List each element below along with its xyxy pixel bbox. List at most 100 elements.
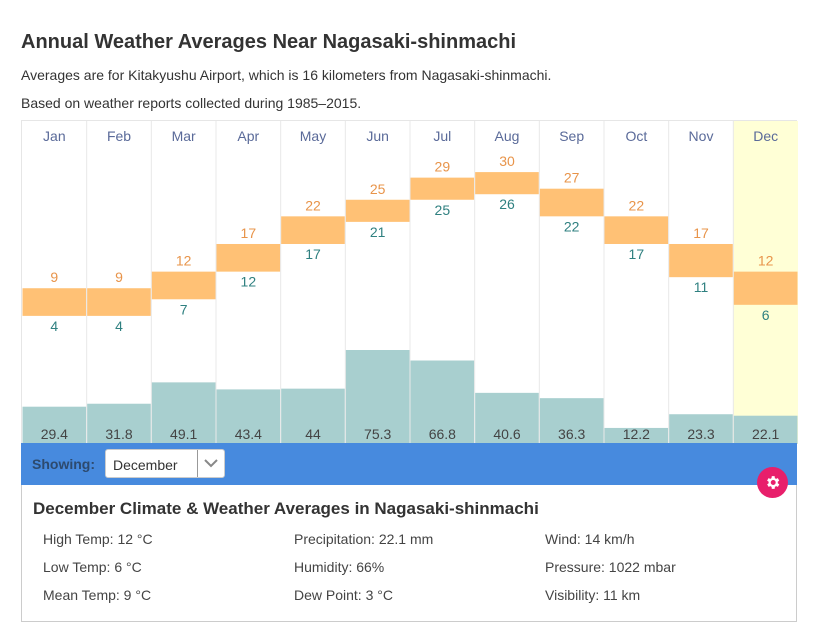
month-details-panel: December Climate & Weather Averages in N… xyxy=(21,485,797,622)
precipitation-label: 49.1 xyxy=(170,426,197,442)
temp-range-bar xyxy=(410,177,475,200)
chart-canvas: Jan 9 4 29.4 Feb 9 4 31.8 Mar 12 7 49.1 Apr 17 12 43.4 M… xyxy=(22,121,798,444)
high-temp-label: 17 xyxy=(241,225,257,241)
stat-pressure: Pressure: 1022 mbar xyxy=(545,559,676,575)
low-temp-label: 12 xyxy=(241,274,257,290)
low-temp-label: 17 xyxy=(629,246,645,262)
low-temp-label: 25 xyxy=(435,202,451,218)
precipitation-bar xyxy=(345,350,410,444)
temp-range-bar xyxy=(604,216,669,244)
precipitation-label: 29.4 xyxy=(41,426,68,442)
precipitation-bar xyxy=(475,392,539,444)
month-label: Aug xyxy=(495,128,520,144)
month-select[interactable]: December xyxy=(105,449,225,478)
precipitation-label: 12.2 xyxy=(623,426,650,442)
station-note: Averages are for Kitakyushu Airport, whi… xyxy=(21,67,552,83)
month-label: Jul xyxy=(433,128,451,144)
low-temp-label: 4 xyxy=(50,318,58,334)
high-temp-label: 17 xyxy=(693,225,709,241)
month-label: Jun xyxy=(366,128,389,144)
precipitation-bar xyxy=(733,415,798,444)
month-label: May xyxy=(300,128,326,144)
precipitation-label: 44 xyxy=(305,426,321,442)
precipitation-label: 31.8 xyxy=(105,426,132,442)
details-heading: December Climate & Weather Averages in N… xyxy=(33,499,539,518)
precipitation-bar xyxy=(216,389,281,444)
high-temp-label: 12 xyxy=(176,253,192,269)
month-selector-bar: Showing: December xyxy=(21,443,797,485)
precipitation-bar xyxy=(539,398,604,444)
data-period-note: Based on weather reports collected durin… xyxy=(21,95,362,111)
high-temp-label: 22 xyxy=(305,197,321,213)
month-label: Oct xyxy=(625,128,647,144)
precipitation-bar xyxy=(22,406,87,444)
precipitation-label: 40.6 xyxy=(493,426,520,442)
precipitation-bar xyxy=(410,360,475,444)
temp-range-bar xyxy=(669,243,733,278)
temp-range-bar xyxy=(151,271,216,300)
settings-button[interactable] xyxy=(757,467,788,498)
stat-dew-point: Dew Point: 3 °C xyxy=(294,587,393,603)
month-column-feb[interactable] xyxy=(86,121,152,444)
month-label: Apr xyxy=(237,128,259,144)
high-temp-label: 29 xyxy=(435,159,451,175)
temp-range-bar xyxy=(281,216,345,244)
month-label: Sep xyxy=(559,128,584,144)
precipitation-bar xyxy=(281,388,345,444)
temp-range-bar xyxy=(733,271,798,305)
high-temp-label: 12 xyxy=(758,253,774,269)
temp-range-bar xyxy=(87,288,151,316)
low-temp-label: 11 xyxy=(694,279,709,295)
low-temp-label: 6 xyxy=(762,307,770,323)
low-temp-label: 21 xyxy=(370,224,386,240)
low-temp-label: 22 xyxy=(564,218,580,234)
high-temp-label: 27 xyxy=(564,170,580,186)
precipitation-label: 23.3 xyxy=(687,426,714,442)
stat-humidity: Humidity: 66% xyxy=(294,559,385,575)
low-temp-label: 17 xyxy=(305,246,321,262)
precipitation-label: 75.3 xyxy=(364,426,391,442)
precipitation-bar xyxy=(669,414,733,444)
stat-visibility: Visibility: 11 km xyxy=(545,587,641,603)
month-label: Dec xyxy=(753,128,778,144)
month-label: Jan xyxy=(43,128,66,144)
temp-range-bar xyxy=(539,188,604,217)
stat-low-temp: Low Temp: 6 °C xyxy=(43,559,142,575)
precipitation-bar xyxy=(151,382,216,444)
low-temp-label: 7 xyxy=(180,301,188,317)
high-temp-label: 22 xyxy=(629,197,645,213)
stat-mean-temp: Mean Temp: 9 °C xyxy=(43,587,152,603)
precipitation-label: 43.4 xyxy=(235,426,262,442)
precipitation-label: 22.1 xyxy=(752,426,779,442)
month-select-value: December xyxy=(113,457,178,473)
month-column-nov[interactable] xyxy=(668,121,734,444)
gear-icon xyxy=(767,476,780,489)
temp-range-bar xyxy=(345,199,410,222)
month-column-sep[interactable] xyxy=(539,121,604,444)
stat-precipitation: Precipitation: 22.1 mm xyxy=(294,531,434,547)
high-temp-label: 9 xyxy=(115,269,123,285)
temp-range-bar xyxy=(475,172,539,195)
month-label: Feb xyxy=(107,128,131,144)
chevron-down-icon[interactable] xyxy=(197,450,224,477)
month-column-oct[interactable] xyxy=(604,121,669,444)
stat-wind: Wind: 14 km/h xyxy=(545,531,635,547)
high-temp-label: 9 xyxy=(50,269,58,285)
stat-high-temp: High Temp: 12 °C xyxy=(43,531,153,547)
precipitation-label: 36.3 xyxy=(558,426,585,442)
month-label: Nov xyxy=(689,128,714,144)
precipitation-bar xyxy=(87,403,151,444)
high-temp-label: 25 xyxy=(370,181,386,197)
temp-range-bar xyxy=(216,243,281,272)
temp-range-bar xyxy=(22,288,87,316)
low-temp-label: 26 xyxy=(499,196,515,212)
monthly-weather-chart: Jan 9 4 29.4 Feb 9 4 31.8 Mar 12 7 49.1 Apr 17 12 43.4 M… xyxy=(21,120,798,444)
month-column-jan[interactable] xyxy=(22,121,87,444)
low-temp-label: 4 xyxy=(115,318,123,334)
month-label: Mar xyxy=(172,128,196,144)
showing-label: Showing: xyxy=(32,456,95,472)
precipitation-label: 66.8 xyxy=(429,426,456,442)
precipitation-bar xyxy=(604,427,669,444)
high-temp-label: 30 xyxy=(499,153,515,169)
page-title: Annual Weather Averages Near Nagasaki-sh… xyxy=(21,31,516,53)
